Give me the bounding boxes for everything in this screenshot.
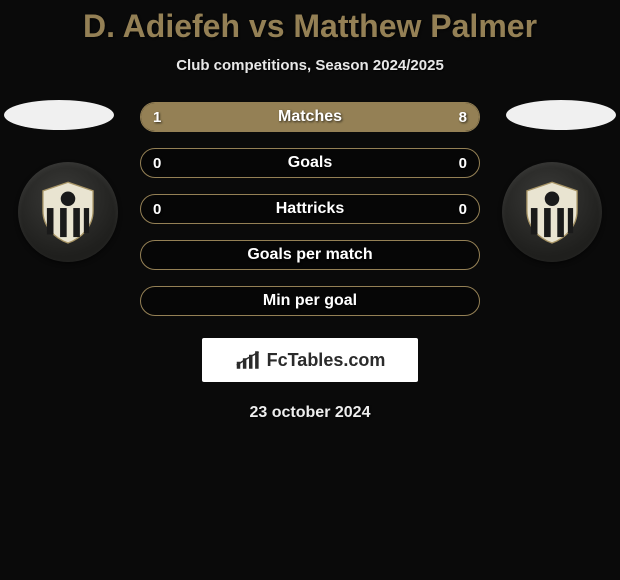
stat-label: Matches	[278, 108, 342, 126]
stat-value-right: 8	[459, 109, 467, 126]
chart-icon	[235, 349, 263, 371]
stat-bar: Goals per match	[140, 240, 480, 270]
club-badge-left	[18, 162, 118, 262]
subtitle: Club competitions, Season 2024/2025	[0, 57, 620, 74]
stat-bar: 0 0 Goals	[140, 148, 480, 178]
stat-label: Goals	[288, 154, 332, 172]
date-label: 23 october 2024	[0, 404, 620, 422]
player-avatar-left	[4, 100, 114, 130]
club-badge-right	[502, 162, 602, 262]
player-avatar-right	[506, 100, 616, 130]
stat-value-left: 0	[153, 155, 161, 172]
stat-bar: Min per goal	[140, 286, 480, 316]
brand-box[interactable]: FcTables.com	[202, 338, 418, 382]
stat-bar: 1 8 Matches	[140, 102, 480, 132]
stat-value-right: 0	[459, 155, 467, 172]
stat-label: Hattricks	[276, 200, 344, 218]
stat-label: Min per goal	[263, 292, 357, 310]
page-title: D. Adiefeh vs Matthew Palmer	[0, 0, 620, 45]
brand-label: FcTables.com	[267, 350, 386, 371]
stat-value-left: 0	[153, 201, 161, 218]
comparison-arena: 1 8 Matches 0 0 Goals 0 0 Hattricks Goals per mat…	[0, 102, 620, 422]
shield-icon	[35, 179, 101, 245]
stat-label: Goals per match	[247, 246, 372, 264]
stat-value-left: 1	[153, 109, 161, 126]
stat-bar: 0 0 Hattricks	[140, 194, 480, 224]
stat-value-right: 0	[459, 201, 467, 218]
stat-bars: 1 8 Matches 0 0 Goals 0 0 Hattricks Goals per mat…	[140, 102, 480, 316]
shield-icon	[519, 179, 585, 245]
